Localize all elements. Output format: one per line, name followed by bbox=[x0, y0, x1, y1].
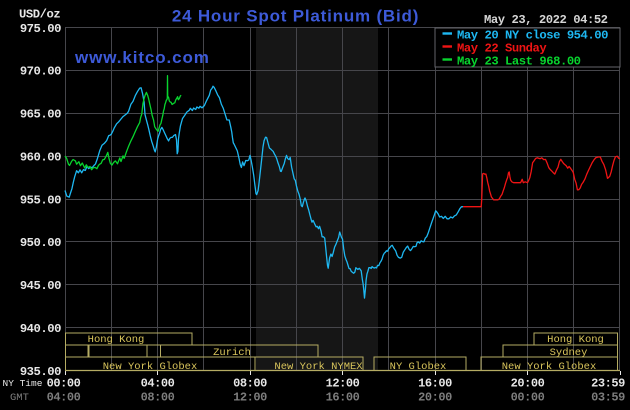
svg-text:08:00: 08:00 bbox=[141, 390, 175, 404]
svg-text:Sydney: Sydney bbox=[550, 347, 588, 359]
svg-text:20:00: 20:00 bbox=[418, 390, 452, 404]
svg-text:08:00: 08:00 bbox=[233, 376, 267, 390]
svg-text:965.00: 965.00 bbox=[20, 108, 61, 122]
svg-text:New York NYMEX: New York NYMEX bbox=[274, 361, 363, 373]
svg-text:Zurich: Zurich bbox=[213, 347, 251, 359]
svg-text:935.00: 935.00 bbox=[20, 365, 61, 379]
svg-text:24 Hour Spot Platinum (Bid): 24 Hour Spot Platinum (Bid) bbox=[172, 7, 419, 26]
svg-text:16:00: 16:00 bbox=[326, 390, 360, 404]
svg-text:945.00: 945.00 bbox=[20, 279, 61, 293]
svg-text:GMT: GMT bbox=[10, 392, 29, 404]
svg-text:04:00: 04:00 bbox=[141, 376, 175, 390]
svg-text:940.00: 940.00 bbox=[20, 322, 61, 336]
svg-text:950.00: 950.00 bbox=[20, 236, 61, 250]
svg-text:00:00: 00:00 bbox=[511, 390, 545, 404]
svg-text:New York Globex: New York Globex bbox=[502, 361, 597, 373]
svg-text:23:59: 23:59 bbox=[591, 376, 625, 390]
svg-text:NY Globex: NY Globex bbox=[390, 361, 447, 373]
svg-text:12:00: 12:00 bbox=[326, 376, 360, 390]
svg-text:NY Time: NY Time bbox=[3, 378, 43, 389]
svg-text:20:00: 20:00 bbox=[511, 376, 545, 390]
svg-text:May 22 Sunday: May 22 Sunday bbox=[457, 42, 547, 56]
svg-text:May 23 Last 968.00: May 23 Last 968.00 bbox=[457, 55, 581, 69]
svg-text:00:00: 00:00 bbox=[47, 376, 81, 390]
svg-text:www.kitco.com: www.kitco.com bbox=[74, 48, 210, 67]
svg-text:960.00: 960.00 bbox=[20, 150, 61, 164]
svg-text:16:00: 16:00 bbox=[418, 376, 452, 390]
svg-text:975.00: 975.00 bbox=[20, 22, 61, 36]
svg-text:Hong Kong: Hong Kong bbox=[547, 334, 604, 346]
svg-text:Hong Kong: Hong Kong bbox=[88, 334, 145, 346]
svg-text:970.00: 970.00 bbox=[20, 65, 61, 79]
svg-text:955.00: 955.00 bbox=[20, 193, 61, 207]
svg-text:03:59: 03:59 bbox=[591, 390, 625, 404]
svg-text:USD/oz: USD/oz bbox=[19, 7, 60, 21]
svg-text:04:00: 04:00 bbox=[47, 390, 81, 404]
svg-text:May 20 NY close 954.00: May 20 NY close 954.00 bbox=[457, 29, 608, 43]
svg-text:12:00: 12:00 bbox=[233, 390, 267, 404]
svg-text:New York Globex: New York Globex bbox=[103, 361, 198, 373]
svg-text:May 23, 2022 04:52: May 23, 2022 04:52 bbox=[484, 13, 608, 27]
